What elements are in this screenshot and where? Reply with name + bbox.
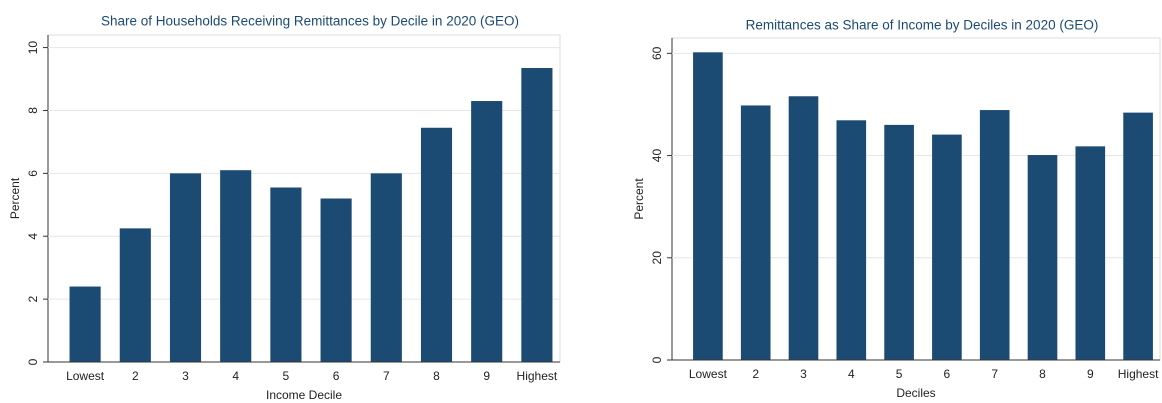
bar xyxy=(788,96,819,361)
x-tick-label: 6 xyxy=(944,367,951,381)
x-tick-label: 5 xyxy=(896,367,903,381)
bar xyxy=(932,134,962,360)
x-tick-label: 8 xyxy=(1039,367,1046,381)
x-tick-label: Lowest xyxy=(689,367,728,381)
bar xyxy=(169,173,202,362)
bar xyxy=(979,110,1010,360)
bar xyxy=(1075,146,1106,360)
bar xyxy=(836,120,867,361)
x-axis-label: Deciles xyxy=(896,386,935,400)
x-tick-label: 4 xyxy=(232,369,239,383)
bar xyxy=(220,170,252,362)
x-tick-label: 2 xyxy=(132,369,139,383)
bar xyxy=(119,228,151,362)
bar xyxy=(69,286,101,362)
y-tick-label: 20 xyxy=(650,251,664,265)
bar xyxy=(471,101,503,363)
bar xyxy=(370,173,402,362)
bar xyxy=(1123,112,1153,360)
bar xyxy=(740,105,771,360)
y-tick-label: 0 xyxy=(26,358,40,365)
y-tick-label: 4 xyxy=(26,233,40,240)
x-tick-label: 6 xyxy=(333,369,340,383)
y-tick-label: 8 xyxy=(26,107,40,114)
x-tick-label: 4 xyxy=(848,367,855,381)
bar xyxy=(320,198,352,362)
y-tick-label: 6 xyxy=(26,170,40,177)
x-tick-label: Highest xyxy=(1118,367,1159,381)
x-tick-label: 3 xyxy=(182,369,189,383)
x-axis-label: Income Decile xyxy=(266,388,342,402)
x-tick-label: 7 xyxy=(991,367,998,381)
y-tick-label: 60 xyxy=(650,46,664,60)
x-tick-label: 8 xyxy=(433,369,440,383)
y-tick-label: 0 xyxy=(650,356,664,363)
x-tick-label: 9 xyxy=(483,369,490,383)
x-tick-label: 3 xyxy=(800,367,807,381)
x-tick-label: 7 xyxy=(383,369,390,383)
bar xyxy=(1027,155,1058,360)
bar xyxy=(693,52,723,361)
x-tick-label: 9 xyxy=(1087,367,1094,381)
bar xyxy=(420,127,453,362)
bar xyxy=(521,68,553,363)
x-tick-label: Lowest xyxy=(66,369,105,383)
x-tick-label: 2 xyxy=(752,367,759,381)
y-tick-label: 2 xyxy=(26,295,40,302)
y-axis-label: Percent xyxy=(8,177,22,219)
y-tick-label: 10 xyxy=(26,41,40,55)
x-tick-label: Highest xyxy=(517,369,558,383)
chart-title: Remittances as Share of Income by Decile… xyxy=(746,18,1099,33)
y-axis-label: Percent xyxy=(632,178,646,220)
bar xyxy=(884,124,914,360)
y-tick-label: 40 xyxy=(650,149,664,163)
chart-title: Share of Households Receiving Remittance… xyxy=(101,14,519,29)
bar xyxy=(270,187,302,362)
x-tick-label: 5 xyxy=(283,369,290,383)
